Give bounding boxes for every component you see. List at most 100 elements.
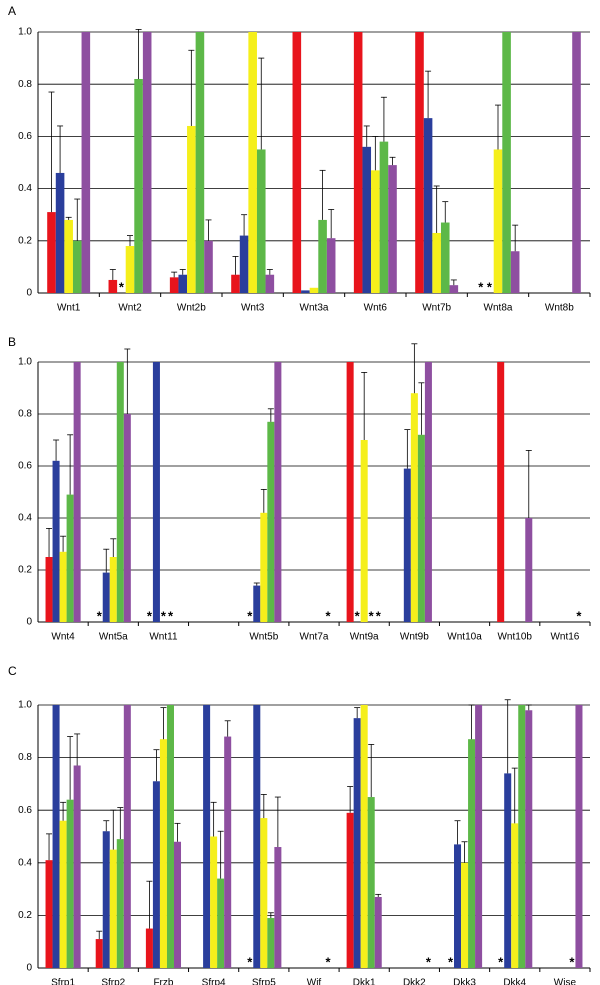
- y-tick-label: 0.2: [18, 235, 32, 246]
- bar: [73, 765, 81, 968]
- error-bar: [404, 429, 411, 469]
- error-bar: [525, 704, 532, 711]
- bar: [123, 705, 131, 968]
- error-bar: [525, 449, 532, 518]
- error-bar: [266, 269, 273, 275]
- error-bar: [442, 201, 449, 223]
- value-label: *: [478, 279, 484, 294]
- error-bar: [368, 744, 375, 798]
- bar: [525, 518, 533, 622]
- error-bar: [512, 224, 519, 252]
- bar: [253, 705, 261, 968]
- bar: [102, 572, 110, 622]
- x-tick-label: Wnt5b: [249, 632, 278, 643]
- bar: [346, 812, 354, 968]
- value-label: *: [247, 954, 253, 969]
- bar: [265, 274, 275, 293]
- value-label: *: [355, 608, 361, 623]
- bar: [81, 32, 91, 293]
- bar: [152, 362, 160, 622]
- value-label: *: [161, 608, 167, 623]
- bar: [203, 705, 211, 968]
- error-bar: [468, 704, 475, 740]
- bar: [432, 232, 441, 293]
- x-tick-label: Wif: [307, 978, 322, 985]
- error-bar: [179, 269, 186, 275]
- error-bar: [103, 548, 110, 573]
- x-tick-label: Dkk4: [503, 978, 526, 985]
- y-tick-label: 0.6: [18, 461, 32, 472]
- bar: [134, 78, 143, 293]
- bar: [379, 141, 389, 293]
- error-bar: [389, 156, 396, 166]
- error-bar: [511, 767, 518, 824]
- error-bar: [48, 91, 55, 213]
- y-tick-label: 0.4: [18, 513, 32, 524]
- error-bar: [241, 214, 248, 236]
- bar: [260, 512, 268, 622]
- x-tick-label: Wnt7b: [422, 303, 451, 314]
- bar: [217, 878, 225, 968]
- error-bar: [363, 125, 370, 147]
- bar: [123, 414, 131, 622]
- y-tick-label: 0.2: [18, 910, 32, 921]
- error-bar: [274, 796, 281, 848]
- value-label: *: [97, 608, 103, 623]
- bar: [187, 125, 196, 294]
- value-label: *: [369, 608, 375, 623]
- bar: [267, 918, 275, 968]
- x-tick-label: Wnt4: [51, 632, 75, 643]
- bar: [260, 818, 268, 968]
- bar: [301, 290, 310, 293]
- error-bar: [267, 912, 274, 919]
- bar: [166, 705, 174, 968]
- error-bar: [57, 125, 64, 173]
- bar: [572, 32, 581, 293]
- error-bar: [504, 699, 511, 774]
- x-tick-label: Sfrp2: [101, 978, 125, 985]
- bar: [66, 494, 74, 622]
- value-label: *: [147, 608, 153, 623]
- error-bar: [210, 801, 217, 837]
- error-bar: [232, 256, 239, 275]
- bar: [52, 460, 60, 622]
- error-bar: [171, 271, 178, 278]
- value-label: *: [326, 954, 332, 969]
- bar: [374, 896, 382, 968]
- bar: [326, 238, 336, 293]
- bar: [461, 862, 469, 968]
- bar: [367, 797, 375, 968]
- bar: [102, 831, 110, 968]
- bar: [353, 32, 363, 293]
- bar: [309, 287, 319, 293]
- bar: [424, 362, 432, 622]
- error-bar: [380, 96, 387, 142]
- error-bar: [135, 28, 142, 79]
- bar: [72, 240, 82, 293]
- y-tick-label: 0: [26, 288, 32, 299]
- bar: [256, 149, 266, 293]
- x-tick-label: Wnt5a: [99, 632, 128, 643]
- bar: [403, 468, 411, 622]
- error-bar: [160, 707, 167, 740]
- bar: [360, 705, 368, 968]
- x-tick-label: Wnt2: [118, 303, 142, 314]
- error-bar: [124, 348, 131, 414]
- x-tick-label: Wnt8a: [484, 303, 513, 314]
- bar: [66, 799, 74, 968]
- bar: [318, 219, 327, 293]
- error-bar: [433, 185, 440, 233]
- error-bar: [260, 794, 267, 819]
- x-tick-label: Dkk1: [353, 978, 376, 985]
- x-tick-label: Wnt3: [241, 303, 265, 314]
- bar: [525, 710, 533, 968]
- bar: [169, 277, 179, 293]
- error-bar: [461, 841, 468, 863]
- bar: [493, 149, 503, 293]
- error-bar: [74, 198, 81, 241]
- bar: [449, 285, 459, 293]
- bar: [231, 274, 240, 293]
- value-label: *: [247, 608, 253, 623]
- y-tick-label: 1.0: [18, 700, 32, 711]
